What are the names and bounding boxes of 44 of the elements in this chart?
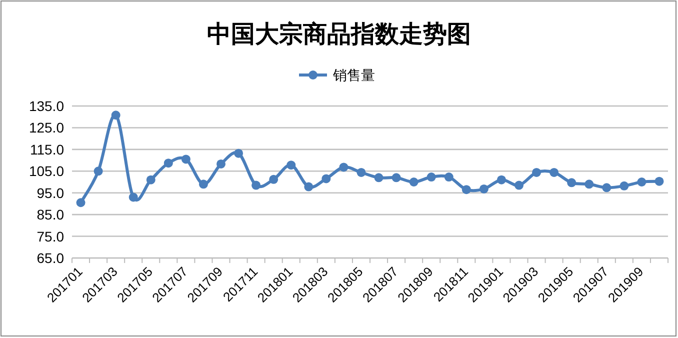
chart-title: 中国大宗商品指数走势图 xyxy=(207,20,471,48)
y-tick-label: 95.0 xyxy=(36,184,64,201)
point xyxy=(181,154,190,164)
y-tick-label: 115.0 xyxy=(30,141,64,158)
point xyxy=(567,178,576,188)
point xyxy=(479,184,488,194)
point xyxy=(198,180,208,189)
y-tick-label: 85.0 xyxy=(36,206,64,223)
point xyxy=(496,175,506,184)
point xyxy=(426,172,436,182)
y-tick-label: 135.0 xyxy=(28,98,64,114)
point xyxy=(374,173,384,182)
point xyxy=(322,174,331,184)
point xyxy=(76,198,86,208)
point xyxy=(216,159,226,168)
point xyxy=(146,175,156,184)
point xyxy=(234,148,244,158)
point xyxy=(514,180,524,190)
point xyxy=(128,192,138,202)
point xyxy=(356,168,366,177)
point xyxy=(392,173,401,182)
point xyxy=(286,160,296,170)
point xyxy=(584,180,594,189)
point xyxy=(620,181,629,190)
point xyxy=(637,178,646,186)
y-tick-label: 65.0 xyxy=(36,250,64,266)
point xyxy=(269,174,278,184)
point xyxy=(550,168,559,177)
point xyxy=(532,168,542,177)
y-tick-label: 125.0 xyxy=(28,120,64,136)
y-tick-label: 75.0 xyxy=(36,228,64,244)
y-tick-label: 105.0 xyxy=(28,163,64,180)
point xyxy=(304,182,314,192)
point xyxy=(164,158,173,168)
legend-label: 销售量 xyxy=(332,67,375,83)
point xyxy=(602,183,612,192)
point xyxy=(444,172,454,182)
point xyxy=(339,162,348,172)
point xyxy=(111,110,120,120)
point xyxy=(654,176,664,186)
point xyxy=(462,185,471,194)
point xyxy=(252,180,261,190)
point xyxy=(94,166,103,176)
point xyxy=(409,178,418,186)
